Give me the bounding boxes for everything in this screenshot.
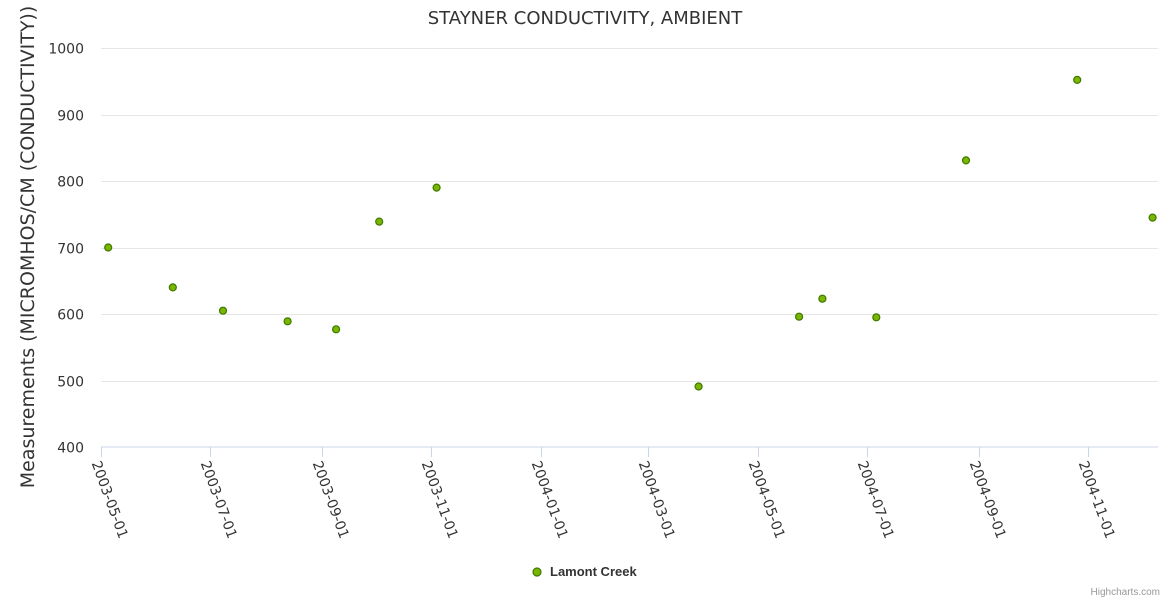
data-point[interactable] (1148, 213, 1157, 222)
y-axis-label: Measurements (MICROMHOS/CM (CONDUCTIVITY… (17, 6, 39, 489)
x-axis-ticks: 2003-05-01 2003-07-01 2003-09-01 2003-11-01… (88, 447, 1118, 541)
data-point[interactable] (794, 312, 804, 321)
y-tick-label: 800 (57, 175, 84, 191)
x-tick-label: 2004-11-01 (1075, 459, 1118, 541)
y-tick-label: 600 (57, 308, 84, 324)
legend-item-lamont-creek[interactable]: Lamont Creek (550, 564, 637, 579)
series-lamont-creek[interactable] (104, 75, 1157, 391)
data-point[interactable] (818, 294, 827, 303)
x-tick-label: 2004-01-01 (528, 459, 571, 541)
y-tick-label: 1000 (48, 42, 84, 58)
data-point[interactable] (104, 243, 113, 252)
y-tick-label: 500 (57, 375, 84, 391)
data-point[interactable] (218, 306, 228, 315)
y-tick-label: 400 (57, 441, 84, 457)
x-tick-label: 2003-05-01 (88, 459, 131, 541)
x-tick-label: 2004-05-01 (745, 459, 788, 541)
data-point[interactable] (283, 317, 292, 326)
data-point[interactable] (872, 313, 881, 322)
data-point[interactable] (694, 382, 703, 391)
y-tick-label: 900 (57, 109, 84, 125)
x-tick-label: 2003-09-01 (309, 459, 352, 541)
legend[interactable]: Lamont Creek (532, 564, 637, 579)
data-point[interactable] (168, 283, 177, 292)
x-tick-label: 2003-11-01 (418, 459, 461, 541)
x-tick-label: 2003-07-01 (197, 459, 240, 541)
legend-marker-icon[interactable] (532, 567, 542, 577)
x-tick-label: 2004-09-01 (966, 459, 1009, 541)
data-point[interactable] (375, 217, 384, 226)
y-tick-label: 700 (57, 242, 84, 258)
data-point[interactable] (332, 325, 341, 334)
x-tick-label: 2004-07-01 (854, 459, 897, 541)
data-point[interactable] (432, 183, 441, 192)
chart-title: STAYNER CONDUCTIVITY, AMBIENT (428, 8, 744, 29)
data-point[interactable] (1073, 75, 1082, 85)
y-axis-ticks: 400 500 600 700 800 900 1000 (48, 42, 84, 457)
credits-link[interactable]: Highcharts.com (1091, 587, 1160, 598)
grid-lines (101, 48, 1158, 382)
x-tick-label: 2004-03-01 (635, 459, 678, 541)
data-point[interactable] (961, 156, 971, 165)
